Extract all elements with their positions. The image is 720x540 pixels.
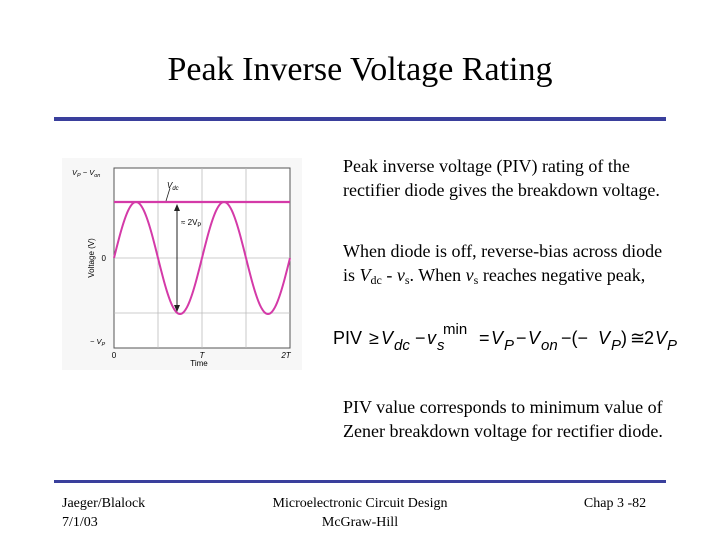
voltage-waveform-figure: Vdc ≈ 2VP VP − Von 0 − VP Voltage (V) 0 …: [62, 158, 302, 370]
two-vp-label: ≈ 2VP: [181, 218, 201, 229]
reverse-bias-paragraph: When diode is off, reverse-bias across d…: [343, 241, 663, 287]
x-2t-tick-label: 2T: [280, 351, 291, 360]
x-zero-tick-label: 0: [112, 351, 117, 360]
y-axis-label: Voltage (V): [87, 238, 96, 278]
x-axis-label: Time: [190, 359, 208, 368]
y-zero-tick-label: 0: [102, 254, 107, 263]
footer-book-title: Microelectronic Circuit Design: [272, 496, 448, 511]
source-voltage-waveform: [113, 200, 291, 316]
footer-author: Jaeger/Blalock: [62, 496, 146, 511]
zener-note-paragraph: PIV value corresponds to minimum value o…: [343, 397, 663, 441]
footer-date: 7/1/03: [62, 515, 98, 530]
y-top-tick-label: VP − Von: [72, 168, 100, 179]
footer-book: Microelectronic Circuit Design McGraw-Hi…: [230, 494, 490, 532]
svg-text:PIV ≥ V dc: PIV ≥ V dc − v s min = V P − V on −(− V …: [333, 318, 677, 354]
footer-publisher: McGraw-Hill: [321, 515, 399, 530]
footer-divider: [54, 480, 666, 483]
vdc-label: Vdc: [167, 181, 179, 192]
vdc-callout-line: [165, 187, 171, 202]
piv-equation: PIV ≥ V dc − v s min = V P − V on −(− V …: [333, 318, 678, 358]
two-vp-arrow: [174, 204, 180, 312]
footer-author-date: Jaeger/Blalock 7/1/03: [62, 494, 145, 532]
footer-page-number: Chap 3 -82: [583, 496, 647, 511]
y-bottom-tick-label: − VP: [90, 337, 105, 348]
slide-title: Peak Inverse Voltage Rating: [167, 51, 553, 88]
piv-definition-paragraph: Peak inverse voltage (PIV) rating of the…: [343, 156, 660, 200]
x-t-tick-label: T: [200, 351, 206, 360]
title-divider: [54, 117, 666, 121]
